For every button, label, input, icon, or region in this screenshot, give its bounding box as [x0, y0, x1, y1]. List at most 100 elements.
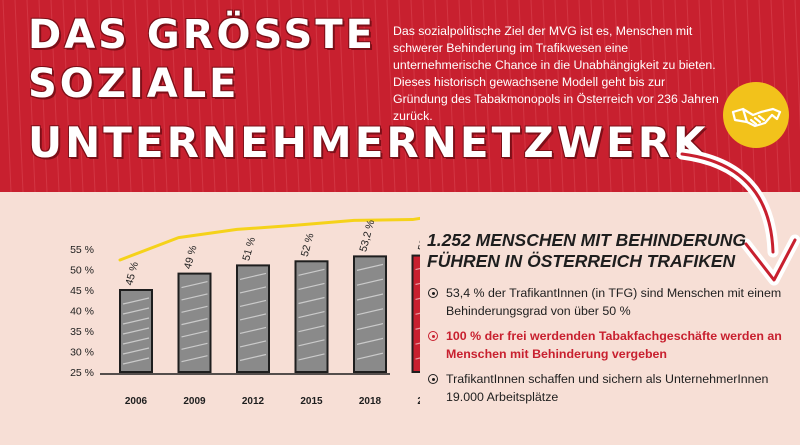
- bar-scribble: [122, 307, 150, 315]
- bar-scribble: [356, 352, 384, 360]
- bar-scribble: [415, 282, 420, 286]
- texture-stroke: [494, 0, 504, 192]
- bar: [236, 264, 270, 373]
- bar-scribble: [122, 347, 150, 355]
- bar: [177, 272, 212, 374]
- bar-scribble: [122, 357, 150, 365]
- y-tick-label: 35 %: [70, 326, 94, 338]
- headline-line-2: SOZIALE: [28, 61, 240, 107]
- bar-scribble: [298, 282, 325, 290]
- texture-stroke: [194, 0, 204, 192]
- texture-stroke: [266, 0, 276, 192]
- texture-stroke: [602, 0, 612, 192]
- texture-stroke: [614, 0, 624, 192]
- texture-stroke: [2, 0, 12, 192]
- bar-scribble: [298, 339, 325, 347]
- category-label: 2012: [242, 396, 265, 407]
- category-label: 2006: [125, 396, 148, 407]
- texture-stroke: [98, 0, 108, 192]
- texture-stroke: [650, 0, 660, 192]
- bar-scribble: [181, 342, 208, 350]
- bar-scribble: [356, 323, 384, 331]
- value-label: 53,4 %: [416, 218, 420, 253]
- fact-text: 53,4 % der TrafikantInnen (in TFG) sind …: [446, 286, 782, 318]
- bar-chart: 25 % 30 % 35 % 40 % 45 % 50 % 55 % 45 % 2006 49 %…: [70, 216, 420, 407]
- texture-stroke: [206, 0, 216, 192]
- texture-stroke: [674, 0, 684, 192]
- bar-scribble: [239, 313, 267, 321]
- texture-stroke: [422, 0, 432, 192]
- fact-list: 53,4 % der TrafikantInnen (in TFG) sind …: [428, 284, 788, 413]
- texture-stroke: [554, 0, 564, 192]
- texture-stroke: [362, 0, 372, 192]
- bar-scribble: [298, 296, 325, 305]
- texture-stroke: [242, 0, 252, 192]
- y-tick-label: 30 %: [70, 347, 94, 359]
- bar-scribble: [239, 299, 267, 308]
- bar-scribble: [181, 355, 208, 363]
- key-figure-heading: 1.252 MENSCHEN MIT BEHINDERUNG FÜHREN IN…: [427, 230, 746, 272]
- texture-stroke: [170, 0, 180, 192]
- texture-stroke: [278, 0, 288, 192]
- texture-stroke: [542, 0, 552, 192]
- texture-stroke: [566, 0, 576, 192]
- bar-scribble: [356, 337, 384, 345]
- texture-stroke: [146, 0, 156, 192]
- category-label: 2018: [359, 396, 382, 407]
- bar-scribble: [122, 317, 150, 325]
- value-label: 49 %: [182, 244, 200, 270]
- texture-stroke: [182, 0, 192, 192]
- texture-stroke: [626, 0, 636, 192]
- texture-stroke: [530, 0, 540, 192]
- fact-item-highlight: 100 % der frei werdenden Tabakfachgeschä…: [428, 327, 788, 363]
- y-tick-label: 45 %: [70, 285, 94, 297]
- texture-stroke: [446, 0, 456, 192]
- texture-stroke: [482, 0, 492, 192]
- texture-stroke: [254, 0, 264, 192]
- bar-scribble: [415, 312, 420, 315]
- bar-scribble: [181, 318, 208, 326]
- texture-stroke: [14, 0, 24, 192]
- y-tick-label: 25 %: [70, 367, 94, 379]
- texture-stroke: [290, 0, 300, 192]
- bullet-icon: [428, 374, 438, 384]
- texture-stroke: [350, 0, 360, 192]
- texture-stroke: [326, 0, 336, 192]
- texture-stroke: [38, 0, 48, 192]
- texture-stroke: [638, 0, 648, 192]
- bar-scribble: [239, 353, 267, 362]
- y-tick-label: 50 %: [70, 265, 94, 277]
- handshake-icon: [731, 107, 782, 128]
- key-figure-line-1: 1.252 MENSCHEN MIT BEHINDERUNG: [427, 230, 746, 250]
- bar-scribble: [181, 293, 208, 301]
- bar-scribble: [356, 293, 384, 301]
- bar-scribble: [298, 353, 325, 361]
- bar-scribble: [239, 286, 267, 294]
- y-tick-label: 55 %: [70, 244, 94, 256]
- texture-stroke: [470, 0, 480, 192]
- category-label: 2009: [183, 396, 206, 407]
- bar-scribble: [181, 305, 208, 313]
- texture-stroke: [302, 0, 312, 192]
- texture-stroke: [434, 0, 444, 192]
- bar-scribble: [298, 325, 325, 333]
- headline-line-1: DAS GRÖSSTE: [28, 12, 376, 58]
- texture-stroke: [386, 0, 396, 192]
- bar-scribble: [298, 311, 325, 319]
- texture-stroke: [26, 0, 36, 192]
- texture-stroke: [722, 0, 732, 192]
- bar-scribble: [239, 340, 267, 348]
- texture-stroke: [134, 0, 144, 192]
- bar-scribble: [356, 278, 384, 286]
- texture-stroke: [398, 0, 408, 192]
- texture-stroke: [314, 0, 324, 192]
- bar-scribble: [239, 272, 267, 280]
- bullet-icon: [428, 331, 438, 341]
- intro-paragraph: Das sozialpolitische Ziel der MVG ist es…: [393, 24, 719, 123]
- bar-scribble: [298, 268, 325, 276]
- category-label: 2019: [417, 396, 420, 407]
- bar-scribble: [356, 263, 384, 271]
- texture-stroke: [110, 0, 120, 192]
- bar-scribble: [122, 297, 150, 305]
- texture-stroke: [794, 0, 800, 133]
